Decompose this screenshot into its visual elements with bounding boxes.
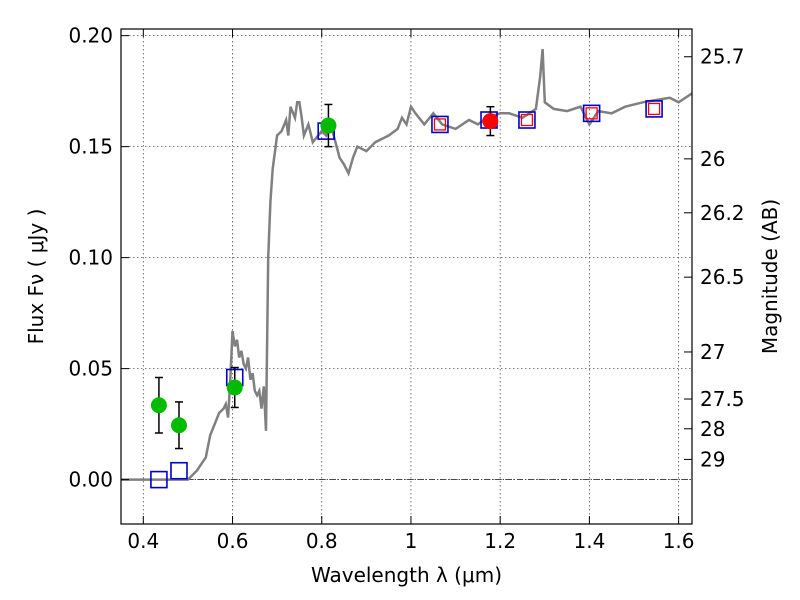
nir-photometry-square bbox=[647, 102, 661, 116]
grid-lines bbox=[121, 29, 692, 524]
y-axis-title: Flux Fν ( μJy ) bbox=[24, 209, 48, 345]
x-tick-label: 0.8 bbox=[306, 529, 338, 553]
mag-tick-label: 25.7 bbox=[700, 45, 745, 69]
observed-flux-point bbox=[170, 417, 187, 434]
x-axis-title: Wavelength λ (μm) bbox=[311, 563, 502, 587]
x-tick-label: 0.6 bbox=[217, 529, 249, 553]
y-tick-label: 0.10 bbox=[68, 246, 113, 270]
axis-ticks: 0.4 0.6 0.8 1 1.2 1.4 1.6 0.00 0.05 0.10 0.15 0.20 2… bbox=[68, 24, 744, 553]
model-sed-line bbox=[121, 48, 692, 481]
mag-tick-label: 27 bbox=[700, 340, 725, 364]
plot-frame bbox=[120, 28, 693, 525]
x-tick-label: 1 bbox=[405, 529, 418, 553]
x-tick-label: 0.4 bbox=[127, 529, 159, 553]
mag-tick-label: 26.2 bbox=[700, 201, 745, 225]
model-photometry-square bbox=[518, 111, 536, 129]
y2-axis-title: Magnitude (AB) bbox=[758, 199, 782, 354]
mag-tick-label: 27.5 bbox=[700, 387, 745, 411]
y-tick-label: 0.15 bbox=[68, 135, 113, 159]
plot-area bbox=[121, 48, 692, 489]
model-photometry-square bbox=[645, 100, 663, 118]
nir-photometry-square bbox=[433, 118, 447, 131]
nir-photometry-square bbox=[585, 107, 598, 120]
model-photometry-square bbox=[150, 470, 168, 489]
mag-tick-label: 29 bbox=[700, 447, 725, 471]
model-photometry-square bbox=[582, 104, 601, 123]
mag-tick-label: 26 bbox=[700, 147, 725, 171]
y-tick-label: 0.05 bbox=[68, 357, 113, 381]
y-tick-label: 0.00 bbox=[68, 468, 113, 492]
mag-tick-label: 26.5 bbox=[700, 265, 745, 289]
mag-tick-label: 28 bbox=[700, 417, 725, 441]
x-tick-label: 1.6 bbox=[663, 529, 695, 553]
model-photometry-square bbox=[170, 461, 188, 480]
observed-flux-point bbox=[320, 117, 337, 134]
x-tick-label: 1.2 bbox=[484, 529, 516, 553]
observed-flux-point bbox=[482, 113, 499, 130]
nir-photometry-square bbox=[520, 113, 534, 127]
model-photometry-square bbox=[431, 115, 449, 134]
x-tick-label: 1.4 bbox=[573, 529, 605, 553]
observed-flux-point bbox=[150, 397, 167, 414]
observed-flux-point bbox=[226, 379, 243, 396]
y-tick-label: 0.20 bbox=[68, 24, 113, 48]
